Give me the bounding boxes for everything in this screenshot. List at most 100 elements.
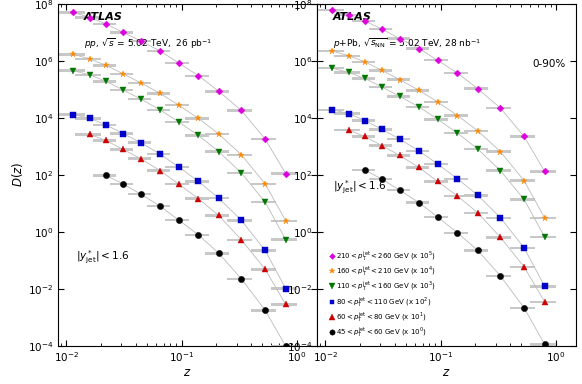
Bar bbox=[510, 266, 535, 268]
Bar bbox=[93, 124, 116, 126]
Bar bbox=[510, 135, 535, 138]
Bar bbox=[165, 166, 189, 168]
Bar bbox=[251, 138, 276, 140]
Bar bbox=[147, 205, 171, 207]
Bar bbox=[530, 236, 556, 238]
Bar bbox=[386, 78, 410, 81]
Text: 0-90%: 0-90% bbox=[533, 58, 566, 68]
Bar bbox=[487, 151, 511, 153]
Bar bbox=[228, 238, 252, 241]
Bar bbox=[110, 148, 133, 151]
Bar bbox=[464, 148, 488, 150]
Bar bbox=[406, 202, 430, 204]
Text: $pp$, $\sqrt{s}$ = 5.02 TeV,  26 pb$^{-1}$: $pp$, $\sqrt{s}$ = 5.02 TeV, 26 pb$^{-1}… bbox=[84, 36, 212, 51]
Bar bbox=[165, 104, 189, 106]
Bar bbox=[271, 345, 297, 348]
Bar bbox=[369, 144, 392, 147]
Bar bbox=[93, 64, 116, 66]
Bar bbox=[335, 129, 360, 131]
Bar bbox=[110, 132, 133, 135]
Bar bbox=[127, 98, 151, 100]
Bar bbox=[110, 31, 133, 34]
Bar bbox=[147, 109, 171, 111]
Bar bbox=[530, 301, 556, 303]
Bar bbox=[386, 138, 410, 140]
Bar bbox=[93, 174, 116, 177]
Bar bbox=[510, 307, 535, 309]
Bar bbox=[185, 234, 209, 236]
Bar bbox=[424, 101, 448, 103]
Bar bbox=[317, 67, 344, 70]
Bar bbox=[205, 214, 229, 217]
Bar bbox=[424, 216, 448, 218]
Bar bbox=[58, 113, 85, 116]
Bar bbox=[127, 157, 151, 160]
Bar bbox=[424, 118, 448, 121]
Bar bbox=[335, 14, 360, 17]
Bar bbox=[487, 107, 511, 109]
Bar bbox=[369, 86, 392, 88]
Bar bbox=[185, 74, 209, 77]
Bar bbox=[165, 183, 189, 185]
Bar bbox=[352, 119, 375, 122]
Bar bbox=[271, 172, 297, 175]
Bar bbox=[424, 163, 448, 165]
Bar bbox=[464, 212, 488, 214]
Bar bbox=[147, 169, 171, 172]
Bar bbox=[228, 172, 252, 174]
Bar bbox=[251, 201, 276, 203]
Bar bbox=[386, 189, 410, 191]
Bar bbox=[352, 135, 375, 138]
Bar bbox=[444, 178, 468, 180]
Bar bbox=[93, 23, 116, 25]
Bar bbox=[271, 303, 297, 306]
Bar bbox=[205, 133, 229, 135]
Bar bbox=[165, 61, 189, 64]
Bar bbox=[424, 59, 448, 61]
Bar bbox=[386, 154, 410, 157]
Bar bbox=[386, 95, 410, 98]
Bar bbox=[386, 38, 410, 40]
Bar bbox=[185, 117, 209, 120]
Y-axis label: $D(z)$: $D(z)$ bbox=[10, 162, 25, 187]
Bar bbox=[444, 232, 468, 234]
Legend: $210 < p_{\rm T}^{\rm jet} < 260$ GeV (x $10^{5}$), $160 < p_{\rm T}^{\rm jet} <: $210 < p_{\rm T}^{\rm jet} < 260$ GeV (x… bbox=[331, 250, 435, 339]
Bar bbox=[530, 170, 556, 173]
Bar bbox=[464, 194, 488, 197]
Bar bbox=[271, 220, 297, 222]
Bar bbox=[205, 151, 229, 153]
Bar bbox=[76, 74, 101, 76]
Bar bbox=[530, 285, 556, 288]
Bar bbox=[487, 169, 511, 172]
Bar bbox=[369, 69, 392, 72]
X-axis label: $z$: $z$ bbox=[442, 366, 451, 379]
Bar bbox=[424, 180, 448, 183]
Bar bbox=[93, 139, 116, 142]
Bar bbox=[205, 197, 229, 200]
Bar bbox=[76, 117, 101, 120]
Bar bbox=[185, 134, 209, 137]
Text: ATLAS: ATLAS bbox=[333, 12, 371, 22]
Bar bbox=[228, 219, 252, 222]
Text: $|y^*_{\mathrm{jet}}|<1.6$: $|y^*_{\mathrm{jet}}|<1.6$ bbox=[76, 248, 130, 266]
Bar bbox=[147, 153, 171, 156]
Bar bbox=[110, 89, 133, 91]
Bar bbox=[185, 180, 209, 183]
Bar bbox=[110, 183, 133, 185]
Bar bbox=[335, 55, 360, 57]
Bar bbox=[165, 121, 189, 123]
Bar bbox=[464, 249, 488, 252]
Bar bbox=[251, 309, 276, 311]
Bar bbox=[369, 128, 392, 131]
Bar bbox=[369, 28, 392, 30]
Bar bbox=[317, 50, 344, 52]
Bar bbox=[352, 169, 375, 171]
Bar bbox=[487, 236, 511, 238]
Bar bbox=[76, 133, 101, 136]
Bar bbox=[530, 217, 556, 219]
Bar bbox=[147, 50, 171, 52]
Bar bbox=[317, 109, 344, 111]
Bar bbox=[205, 90, 229, 93]
Bar bbox=[251, 249, 276, 252]
Bar bbox=[251, 183, 276, 185]
